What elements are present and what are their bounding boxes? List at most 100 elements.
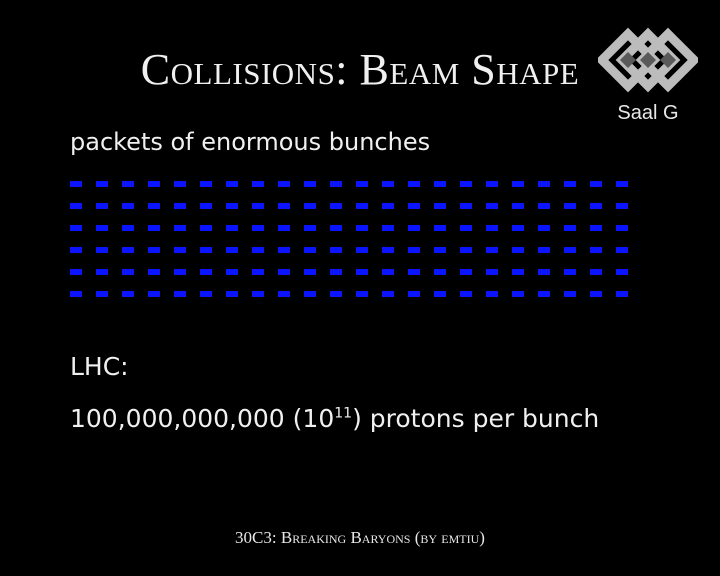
bunch-dash bbox=[616, 247, 628, 253]
bunch-dash bbox=[460, 247, 472, 253]
bunch-dash bbox=[200, 225, 212, 231]
bunch-dash bbox=[434, 291, 446, 297]
bunch-dash bbox=[564, 247, 576, 253]
bunch-dash bbox=[564, 181, 576, 187]
protons-exponent: 11 bbox=[334, 405, 353, 422]
bunch-dash bbox=[460, 203, 472, 209]
bunch-dash bbox=[96, 181, 108, 187]
slide-subtitle: packets of enormous bunches bbox=[70, 128, 431, 156]
bunch-dash bbox=[616, 181, 628, 187]
bunch-dash bbox=[382, 225, 394, 231]
bunch-dash bbox=[330, 247, 342, 253]
bunch-dash bbox=[434, 247, 446, 253]
bunch-dash bbox=[174, 203, 186, 209]
bunch-dash bbox=[330, 225, 342, 231]
bunch-dash bbox=[226, 181, 238, 187]
bunch-dash bbox=[486, 181, 498, 187]
bunch-dash bbox=[122, 203, 134, 209]
bunch-dash bbox=[252, 225, 264, 231]
bunch-dash bbox=[122, 247, 134, 253]
bunch-dash bbox=[434, 181, 446, 187]
bunch-dash bbox=[174, 291, 186, 297]
bunch-dash bbox=[174, 269, 186, 275]
bunch-dash bbox=[70, 247, 82, 253]
bunch-dash bbox=[486, 225, 498, 231]
protons-per-bunch: 100,000,000,000 (1011) protons per bunch bbox=[70, 404, 599, 433]
bunch-dash bbox=[512, 225, 524, 231]
bunch-dash bbox=[330, 269, 342, 275]
bunch-dash bbox=[330, 203, 342, 209]
bunch-dash bbox=[148, 203, 160, 209]
bunch-dash bbox=[434, 269, 446, 275]
bunch-dash bbox=[226, 269, 238, 275]
bunch-dash bbox=[226, 225, 238, 231]
bunch-dash bbox=[304, 203, 316, 209]
bunch-dash bbox=[512, 181, 524, 187]
bunch-dash bbox=[356, 291, 368, 297]
bunch-dash bbox=[616, 225, 628, 231]
bunch-dash bbox=[330, 291, 342, 297]
bunch-dash bbox=[122, 225, 134, 231]
bunch-dash bbox=[486, 269, 498, 275]
bunch-dash bbox=[590, 291, 602, 297]
bunch-dash bbox=[70, 291, 82, 297]
bunch-dash bbox=[122, 291, 134, 297]
bunch-dash bbox=[304, 181, 316, 187]
bunch-dash bbox=[616, 291, 628, 297]
lhc-label: LHC: bbox=[70, 352, 129, 381]
logo-label: Saal G bbox=[617, 102, 679, 124]
bunch-dash bbox=[148, 225, 160, 231]
bunch-dash bbox=[122, 181, 134, 187]
bunch-dash bbox=[252, 203, 264, 209]
saal-g-logo-icon bbox=[598, 27, 698, 93]
bunch-dash bbox=[226, 203, 238, 209]
bunch-dash bbox=[434, 225, 446, 231]
bunch-dash bbox=[356, 181, 368, 187]
bunch-dash bbox=[70, 203, 82, 209]
bunch-dash bbox=[538, 203, 550, 209]
bunch-dash bbox=[330, 181, 342, 187]
bunch-dash bbox=[96, 291, 108, 297]
bunch-dash bbox=[200, 247, 212, 253]
bunch-dash bbox=[304, 269, 316, 275]
bunch-dash bbox=[616, 269, 628, 275]
bunch-dash bbox=[304, 225, 316, 231]
bunch-dash bbox=[408, 181, 420, 187]
bunch-dash bbox=[564, 225, 576, 231]
bunch-dash bbox=[590, 247, 602, 253]
bunch-dash bbox=[538, 291, 550, 297]
bunch-dash bbox=[278, 291, 290, 297]
bunch-dash bbox=[486, 247, 498, 253]
bunch-dash bbox=[382, 181, 394, 187]
protons-number: 100,000,000,000 (10 bbox=[70, 404, 335, 433]
bunch-dash bbox=[278, 247, 290, 253]
bunch-dash bbox=[122, 269, 134, 275]
protons-suffix: ) protons per bunch bbox=[352, 404, 600, 433]
bunch-dash bbox=[252, 247, 264, 253]
bunch-dash bbox=[200, 291, 212, 297]
bunch-dash bbox=[200, 203, 212, 209]
bunch-dash bbox=[278, 181, 290, 187]
bunch-dash bbox=[512, 291, 524, 297]
bunch-dash bbox=[278, 269, 290, 275]
bunch-dash bbox=[200, 181, 212, 187]
bunch-dash bbox=[174, 247, 186, 253]
bunch-dash bbox=[356, 269, 368, 275]
bunch-dash bbox=[70, 269, 82, 275]
bunch-dash bbox=[382, 291, 394, 297]
bunch-dash bbox=[460, 269, 472, 275]
bunch-dash bbox=[538, 269, 550, 275]
bunch-dash bbox=[408, 291, 420, 297]
bunch-dash bbox=[564, 291, 576, 297]
bunch-dash bbox=[148, 247, 160, 253]
bunch-dash bbox=[382, 247, 394, 253]
slide-footer: 30C3: Breaking Baryons (by emtiu) bbox=[235, 528, 485, 547]
bunch-dash bbox=[616, 203, 628, 209]
bunch-dash bbox=[408, 225, 420, 231]
bunch-dash bbox=[70, 181, 82, 187]
bunch-dash bbox=[512, 247, 524, 253]
bunch-dash bbox=[278, 225, 290, 231]
bunch-dash bbox=[486, 203, 498, 209]
bunch-dash bbox=[356, 203, 368, 209]
bunch-dash bbox=[564, 269, 576, 275]
